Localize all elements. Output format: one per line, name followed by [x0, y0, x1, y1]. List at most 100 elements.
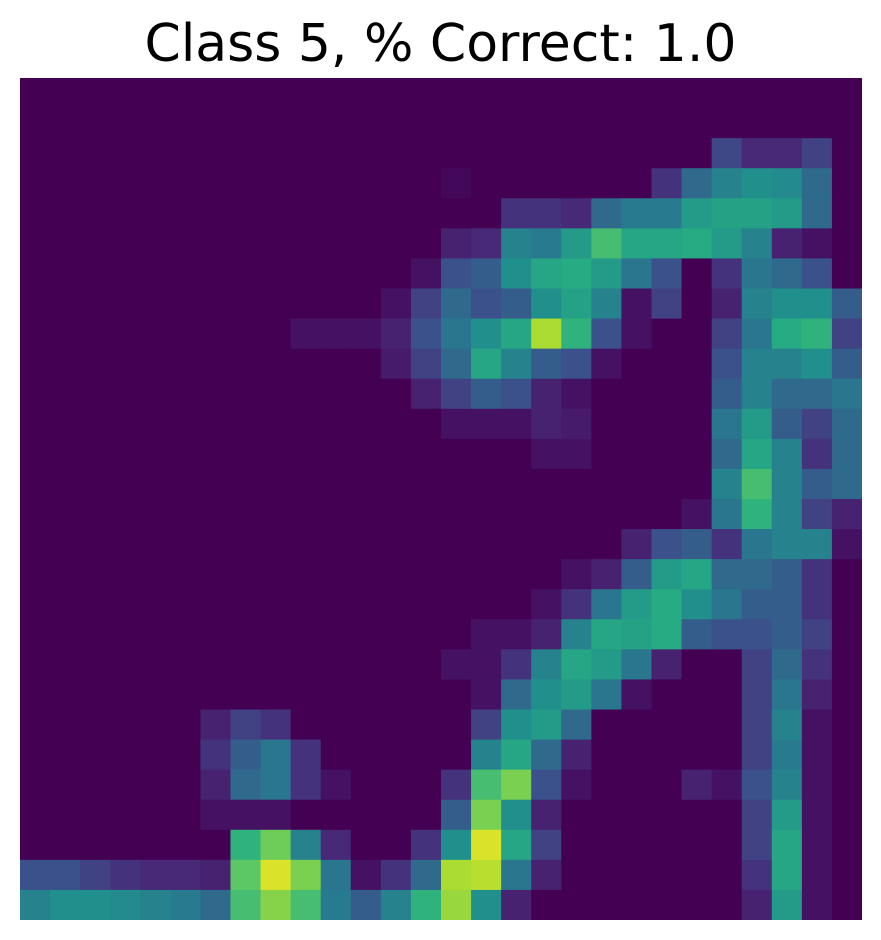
- heatmap-cell-r25-c27: [831, 829, 862, 861]
- heatmap-cell-r19-c15: [471, 649, 502, 681]
- heatmap-cell-r21-c10: [320, 709, 352, 741]
- heatmap-cell-r12-c25: [771, 438, 803, 470]
- heatmap-cell-r10-c12: [380, 378, 412, 410]
- heatmap-cell-r13-c27: [831, 468, 862, 500]
- heatmap-cell-r16-c17: [531, 559, 562, 590]
- heatmap-cell-r2-c16: [501, 138, 532, 169]
- heatmap-cell-r13-c24: [741, 468, 773, 500]
- heatmap-cell-r9-c9: [290, 348, 322, 380]
- heatmap-cell-r0-c7: [230, 78, 262, 109]
- heatmap-cell-r12-c5: [170, 438, 202, 470]
- heatmap-cell-r22-c17: [531, 739, 562, 771]
- heatmap-cell-r7-c14: [441, 288, 472, 320]
- heatmap-cell-r15-c12: [380, 529, 412, 560]
- heatmap-cell-r14-c8: [260, 499, 292, 530]
- heatmap-cell-r5-c27: [831, 228, 862, 260]
- heatmap-cell-r9-c4: [140, 348, 171, 380]
- heatmap-cell-r9-c1: [50, 348, 81, 380]
- heatmap-cell-r3-c26: [801, 168, 833, 199]
- heatmap-cell-r8-c24: [741, 318, 773, 350]
- heatmap-cell-r24-c13: [410, 799, 442, 831]
- heatmap-cell-r3-c17: [531, 168, 562, 199]
- heatmap-cell-r3-c6: [200, 168, 232, 199]
- heatmap-cell-r23-c3: [110, 769, 141, 801]
- heatmap-cell-r4-c27: [831, 198, 862, 229]
- heatmap-cell-r22-c22: [681, 739, 713, 771]
- heatmap-cell-r27-c6: [200, 889, 232, 920]
- heatmap-cell-r15-c1: [50, 529, 81, 560]
- heatmap-cell-r21-c17: [531, 709, 562, 741]
- heatmap-cell-r20-c7: [230, 679, 262, 711]
- heatmap-cell-r9-c25: [771, 348, 803, 380]
- heatmap-cell-r25-c20: [621, 829, 653, 861]
- heatmap-cell-r22-c8: [260, 739, 292, 771]
- heatmap-cell-r24-c7: [230, 799, 262, 831]
- heatmap-cell-r25-c22: [681, 829, 713, 861]
- heatmap-cell-r26-c10: [320, 859, 352, 891]
- heatmap-cell-r10-c1: [50, 378, 81, 410]
- heatmap-cell-r24-c24: [741, 799, 773, 831]
- heatmap-cell-r19-c6: [200, 649, 232, 681]
- heatmap-cell-r24-c8: [260, 799, 292, 831]
- heatmap-cell-r26-c15: [471, 859, 502, 891]
- heatmap-cell-r1-c9: [290, 108, 322, 139]
- heatmap-cell-r0-c24: [741, 78, 773, 109]
- heatmap-cell-r10-c14: [441, 378, 472, 410]
- heatmap-cell-r20-c0: [20, 679, 51, 711]
- heatmap-cell-r11-c16: [501, 408, 532, 440]
- heatmap-cell-r24-c4: [140, 799, 171, 831]
- heatmap-cell-r23-c2: [80, 769, 111, 801]
- heatmap-cell-r15-c2: [80, 529, 111, 560]
- heatmap-cell-r11-c22: [681, 408, 713, 440]
- heatmap-cell-r22-c21: [651, 739, 683, 771]
- heatmap-cell-r8-c16: [501, 318, 532, 350]
- heatmap-cell-r22-c13: [410, 739, 442, 771]
- heatmap-cell-r14-c4: [140, 499, 171, 530]
- heatmap-cell-r14-c18: [561, 499, 592, 530]
- heatmap-cell-r6-c12: [380, 258, 412, 290]
- heatmap-cell-r22-c0: [20, 739, 51, 771]
- heatmap-cell-r7-c16: [501, 288, 532, 320]
- heatmap-cell-r4-c3: [110, 198, 141, 229]
- heatmap-cell-r3-c23: [711, 168, 743, 199]
- heatmap-cell-r15-c15: [471, 529, 502, 560]
- heatmap-cell-r18-c10: [320, 619, 352, 650]
- heatmap-cell-r25-c24: [741, 829, 773, 861]
- heatmap-cell-r14-c22: [681, 499, 713, 530]
- heatmap-cell-r5-c11: [350, 228, 382, 260]
- heatmap-cell-r11-c23: [711, 408, 743, 440]
- heatmap-cell-r7-c8: [260, 288, 292, 320]
- heatmap-cell-r17-c13: [410, 589, 442, 620]
- heatmap-cell-r21-c22: [681, 709, 713, 741]
- heatmap-cell-r6-c8: [260, 258, 292, 290]
- heatmap-cell-r25-c12: [380, 829, 412, 861]
- heatmap-cell-r7-c9: [290, 288, 322, 320]
- heatmap-cell-r25-c19: [591, 829, 623, 861]
- heatmap-cell-r21-c16: [501, 709, 532, 741]
- heatmap-cell-r26-c13: [410, 859, 442, 891]
- heatmap-cell-r7-c23: [711, 288, 743, 320]
- heatmap-cell-r0-c9: [290, 78, 322, 109]
- heatmap-cell-r13-c2: [80, 468, 111, 500]
- heatmap-cell-r26-c27: [831, 859, 862, 891]
- heatmap-cell-r17-c15: [471, 589, 502, 620]
- heatmap-cell-r14-c6: [200, 499, 232, 530]
- heatmap-cell-r14-c1: [50, 499, 81, 530]
- heatmap-plot: [20, 78, 862, 920]
- heatmap-cell-r7-c3: [110, 288, 141, 320]
- heatmap-cell-r8-c9: [290, 318, 322, 350]
- heatmap-cell-r8-c19: [591, 318, 623, 350]
- heatmap-cell-r17-c26: [801, 589, 833, 620]
- heatmap-cell-r27-c13: [410, 889, 442, 920]
- heatmap-cell-r15-c25: [771, 529, 803, 560]
- heatmap-cell-r20-c24: [741, 679, 773, 711]
- heatmap-cell-r17-c9: [290, 589, 322, 620]
- heatmap-cell-r15-c0: [20, 529, 51, 560]
- heatmap-cell-r6-c27: [831, 258, 862, 290]
- heatmap-cell-r8-c8: [260, 318, 292, 350]
- heatmap-cell-r11-c2: [80, 408, 111, 440]
- heatmap-cell-r20-c23: [711, 679, 743, 711]
- heatmap-cell-r1-c11: [350, 108, 382, 139]
- heatmap-cell-r16-c25: [771, 559, 803, 590]
- heatmap-cell-r8-c5: [170, 318, 202, 350]
